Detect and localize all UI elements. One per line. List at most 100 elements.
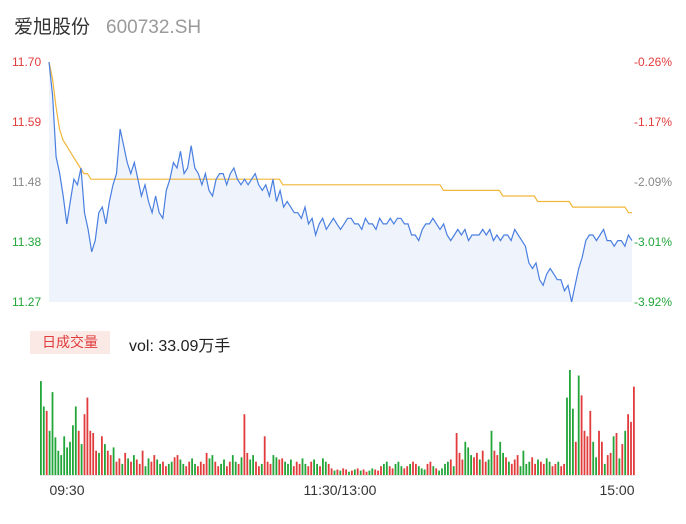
y-axis-left: 11.70 11.59 11.48 11.38 11.27 [12,55,41,309]
volume-bar [135,459,138,475]
volume-bar [292,466,295,475]
volume-bar [159,463,161,475]
volume-bar [542,463,545,475]
volume-bar [287,463,289,475]
volume-bar [519,466,522,475]
volume-bar [429,461,432,475]
volume-bar [194,463,196,475]
volume-bar [397,461,400,475]
volume-bar [92,433,95,475]
x-tick-label: 09:30 [49,482,84,498]
volume-bar [548,461,551,475]
y-tick-label: 11.59 [12,115,41,129]
volume-bar [380,466,382,475]
volume-bar [284,461,286,475]
volume-bar [403,468,406,475]
volume-bar [179,459,182,475]
volume-bar [464,441,467,475]
price-area-fill [49,62,632,302]
volume-bar [124,452,127,475]
volume-bar [324,461,327,475]
volume-bar [391,468,394,475]
volume-bar [208,458,211,475]
y-tick-label: 11.27 [12,295,41,309]
volume-bar [415,463,417,475]
volume-bar [327,463,330,475]
volume-bar [197,466,199,475]
volume-bar [150,461,153,475]
stock-name: 爱旭股份 [14,17,91,38]
volume-bar [60,455,63,475]
volume-bar [258,466,260,475]
y-right-tick-label: -3.01% [634,235,672,249]
volume-bar [231,455,234,475]
volume-bar [510,463,513,475]
volume-bar [63,436,66,475]
volume-bar [205,452,208,475]
price-line [48,61,633,303]
stock-code: 600732.SH [106,17,202,38]
volume-bar [298,463,301,475]
volume-bar [345,469,347,475]
volume-bar [133,455,135,475]
volume-bar [295,461,298,475]
volume-bar [409,463,411,475]
volume-bar [490,430,493,475]
volume-bar [452,466,455,475]
volume-bar [228,461,231,475]
volume-tab[interactable]: 日成交量 [30,331,110,354]
volume-bar [595,457,597,475]
volume-bar [447,461,449,475]
volume-bar [586,436,589,475]
volume-bar [505,457,507,475]
volume-bar [333,470,336,475]
volume-bar [188,461,191,475]
title-row: 爱旭股份 600732.SH [14,12,201,40]
volume-bar [508,461,510,475]
volume-bar [101,436,103,475]
volume-bar [438,470,440,475]
volume-bar [592,441,595,475]
volume-bar [263,436,266,475]
volume-bar [577,375,580,475]
volume-bar [226,466,228,475]
volume-bar [615,433,618,475]
volume-bar [455,433,458,475]
volume-bar [153,455,156,475]
volume-bar [412,461,414,475]
volume-bar [57,450,60,475]
volume-bar [394,463,397,475]
volume-bar [417,466,420,475]
volume-bar [147,458,150,475]
volume-bar [589,410,592,475]
volume-bar [342,468,345,475]
volume-bar [223,459,225,475]
volume-bar [426,463,429,475]
volume-bar [89,430,92,475]
volume-bar [525,463,528,475]
volume-bar [167,463,170,475]
volume-bar [162,461,164,475]
volume-bar [301,458,304,475]
x-axis: 09:30 11:30/13:00 15:00 [49,482,634,498]
volume-bar [191,458,193,475]
volume-bar [444,463,446,475]
volume-bar [83,414,86,475]
volume-bar [612,436,615,475]
volume-bar [156,459,159,475]
volume-bar [104,444,106,475]
volume-bar [255,461,257,475]
volume-bar [165,466,167,475]
volume-bar [467,447,470,475]
volume-bar [72,425,74,475]
volume-bar [351,470,353,475]
volume-bar [481,450,484,475]
volume-bar [182,463,185,475]
volume-bar [304,463,307,475]
volume-bar [51,392,54,475]
volume-bar [583,430,586,475]
volume-bar [458,452,461,475]
volume-bar [77,430,80,475]
volume-bar [185,466,188,475]
volume-bar [319,466,321,475]
